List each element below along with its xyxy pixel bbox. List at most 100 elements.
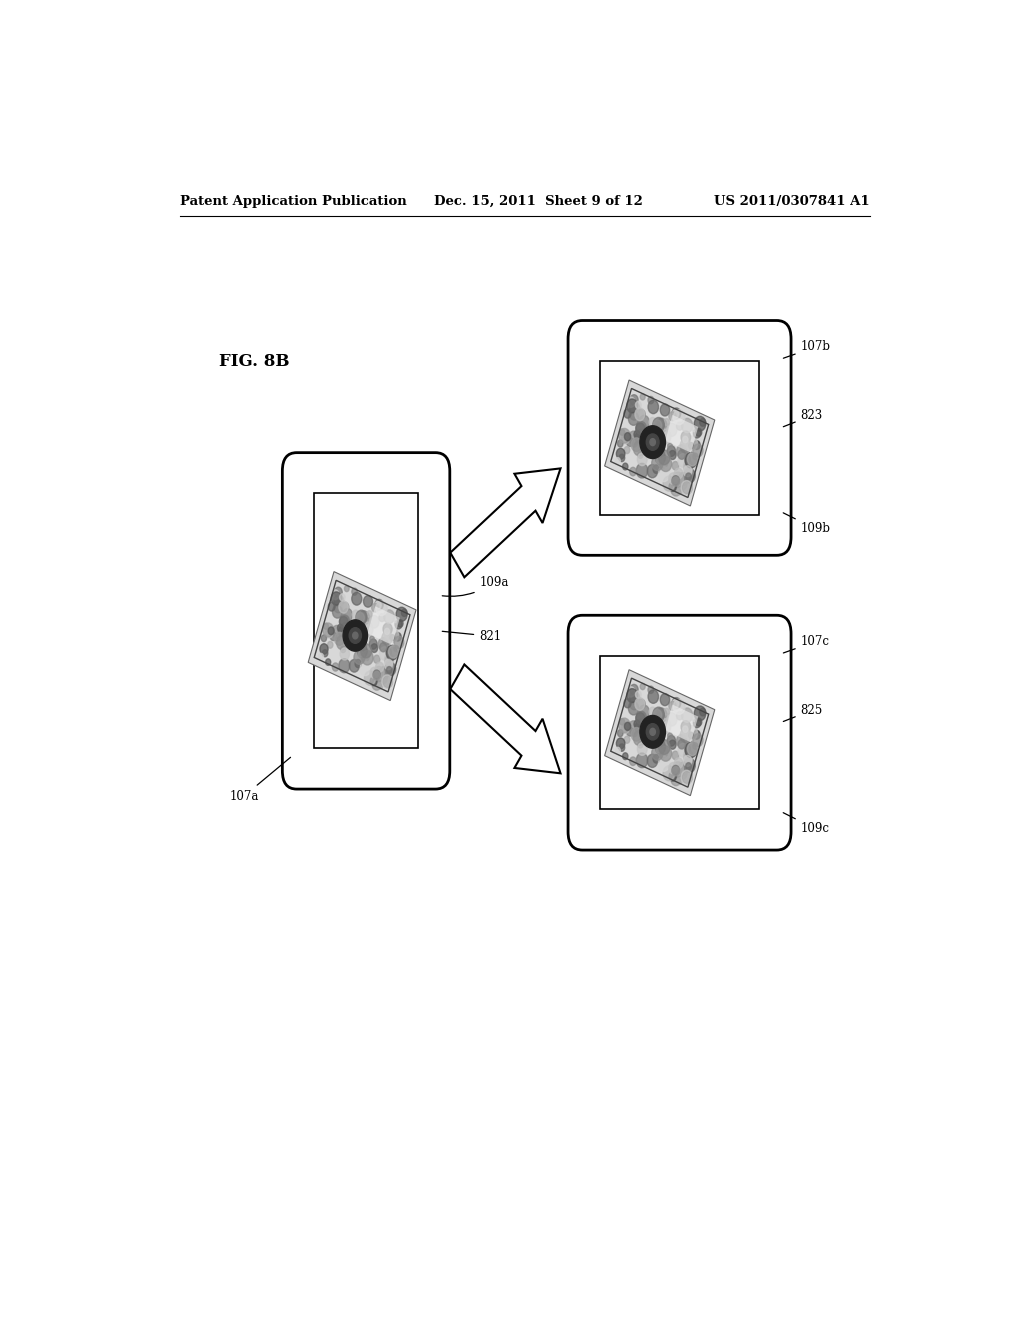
Circle shape <box>677 488 682 495</box>
Circle shape <box>681 771 692 784</box>
Polygon shape <box>451 469 560 577</box>
Circle shape <box>378 682 383 689</box>
Circle shape <box>374 667 384 680</box>
Circle shape <box>382 631 392 645</box>
Circle shape <box>342 609 352 622</box>
Circle shape <box>330 632 337 640</box>
Circle shape <box>634 430 640 438</box>
Circle shape <box>672 697 681 709</box>
Circle shape <box>340 594 345 601</box>
Circle shape <box>636 421 646 434</box>
Circle shape <box>682 418 692 433</box>
Circle shape <box>636 690 641 698</box>
Circle shape <box>672 477 680 486</box>
Circle shape <box>355 660 361 668</box>
Circle shape <box>347 627 358 640</box>
Circle shape <box>636 752 648 768</box>
Circle shape <box>677 734 687 748</box>
Circle shape <box>678 473 688 486</box>
Circle shape <box>357 652 369 667</box>
Circle shape <box>384 659 392 669</box>
Circle shape <box>644 729 652 739</box>
Circle shape <box>361 622 373 636</box>
Circle shape <box>659 445 665 450</box>
Circle shape <box>622 434 630 444</box>
FancyBboxPatch shape <box>568 615 792 850</box>
Circle shape <box>636 422 645 434</box>
Circle shape <box>673 700 685 714</box>
Circle shape <box>341 647 346 652</box>
Circle shape <box>669 701 676 710</box>
Circle shape <box>646 434 659 450</box>
Circle shape <box>347 639 353 647</box>
Circle shape <box>617 730 623 737</box>
Circle shape <box>644 438 652 450</box>
Circle shape <box>684 461 692 471</box>
Circle shape <box>660 693 670 706</box>
Text: 109a: 109a <box>442 576 509 597</box>
Circle shape <box>685 455 690 462</box>
Text: Patent Application Publication: Patent Application Publication <box>179 194 407 207</box>
Circle shape <box>629 721 639 734</box>
Circle shape <box>693 743 698 750</box>
Circle shape <box>347 626 357 639</box>
Circle shape <box>682 453 687 461</box>
Circle shape <box>693 734 703 747</box>
Circle shape <box>651 746 664 760</box>
Circle shape <box>335 632 345 645</box>
Circle shape <box>635 432 643 442</box>
Circle shape <box>657 746 668 758</box>
Circle shape <box>668 735 676 746</box>
Circle shape <box>332 590 339 599</box>
Circle shape <box>397 619 403 627</box>
Circle shape <box>686 436 697 451</box>
Circle shape <box>340 615 349 628</box>
Circle shape <box>655 743 662 751</box>
Circle shape <box>655 741 666 754</box>
Circle shape <box>659 457 672 471</box>
Circle shape <box>322 635 327 642</box>
Circle shape <box>669 412 676 421</box>
Circle shape <box>683 436 688 442</box>
Circle shape <box>636 463 648 478</box>
Circle shape <box>652 708 665 722</box>
Circle shape <box>684 469 695 483</box>
Circle shape <box>638 409 645 420</box>
Circle shape <box>672 751 679 759</box>
Circle shape <box>634 721 640 729</box>
Circle shape <box>375 599 383 610</box>
FancyBboxPatch shape <box>568 321 792 556</box>
Circle shape <box>639 416 649 429</box>
Circle shape <box>630 692 640 705</box>
Circle shape <box>639 430 650 444</box>
Circle shape <box>356 612 365 623</box>
Circle shape <box>668 444 673 449</box>
Circle shape <box>641 434 649 445</box>
Circle shape <box>638 428 648 442</box>
Circle shape <box>664 766 675 781</box>
Bar <box>600 656 760 809</box>
Circle shape <box>360 644 372 657</box>
Circle shape <box>677 445 687 458</box>
Circle shape <box>386 667 392 673</box>
Circle shape <box>341 622 351 635</box>
Circle shape <box>678 450 685 459</box>
Circle shape <box>686 473 691 480</box>
Circle shape <box>695 718 701 726</box>
Circle shape <box>658 739 670 754</box>
Circle shape <box>664 477 675 491</box>
Circle shape <box>673 473 683 486</box>
Circle shape <box>675 469 683 479</box>
Circle shape <box>629 702 639 715</box>
Circle shape <box>678 454 689 467</box>
Circle shape <box>324 623 329 630</box>
Circle shape <box>657 466 670 482</box>
Circle shape <box>683 730 689 738</box>
Circle shape <box>346 632 354 643</box>
Circle shape <box>638 451 643 458</box>
Circle shape <box>379 667 389 678</box>
Circle shape <box>334 601 343 612</box>
Circle shape <box>379 614 385 622</box>
Circle shape <box>644 433 655 447</box>
Circle shape <box>694 706 706 721</box>
